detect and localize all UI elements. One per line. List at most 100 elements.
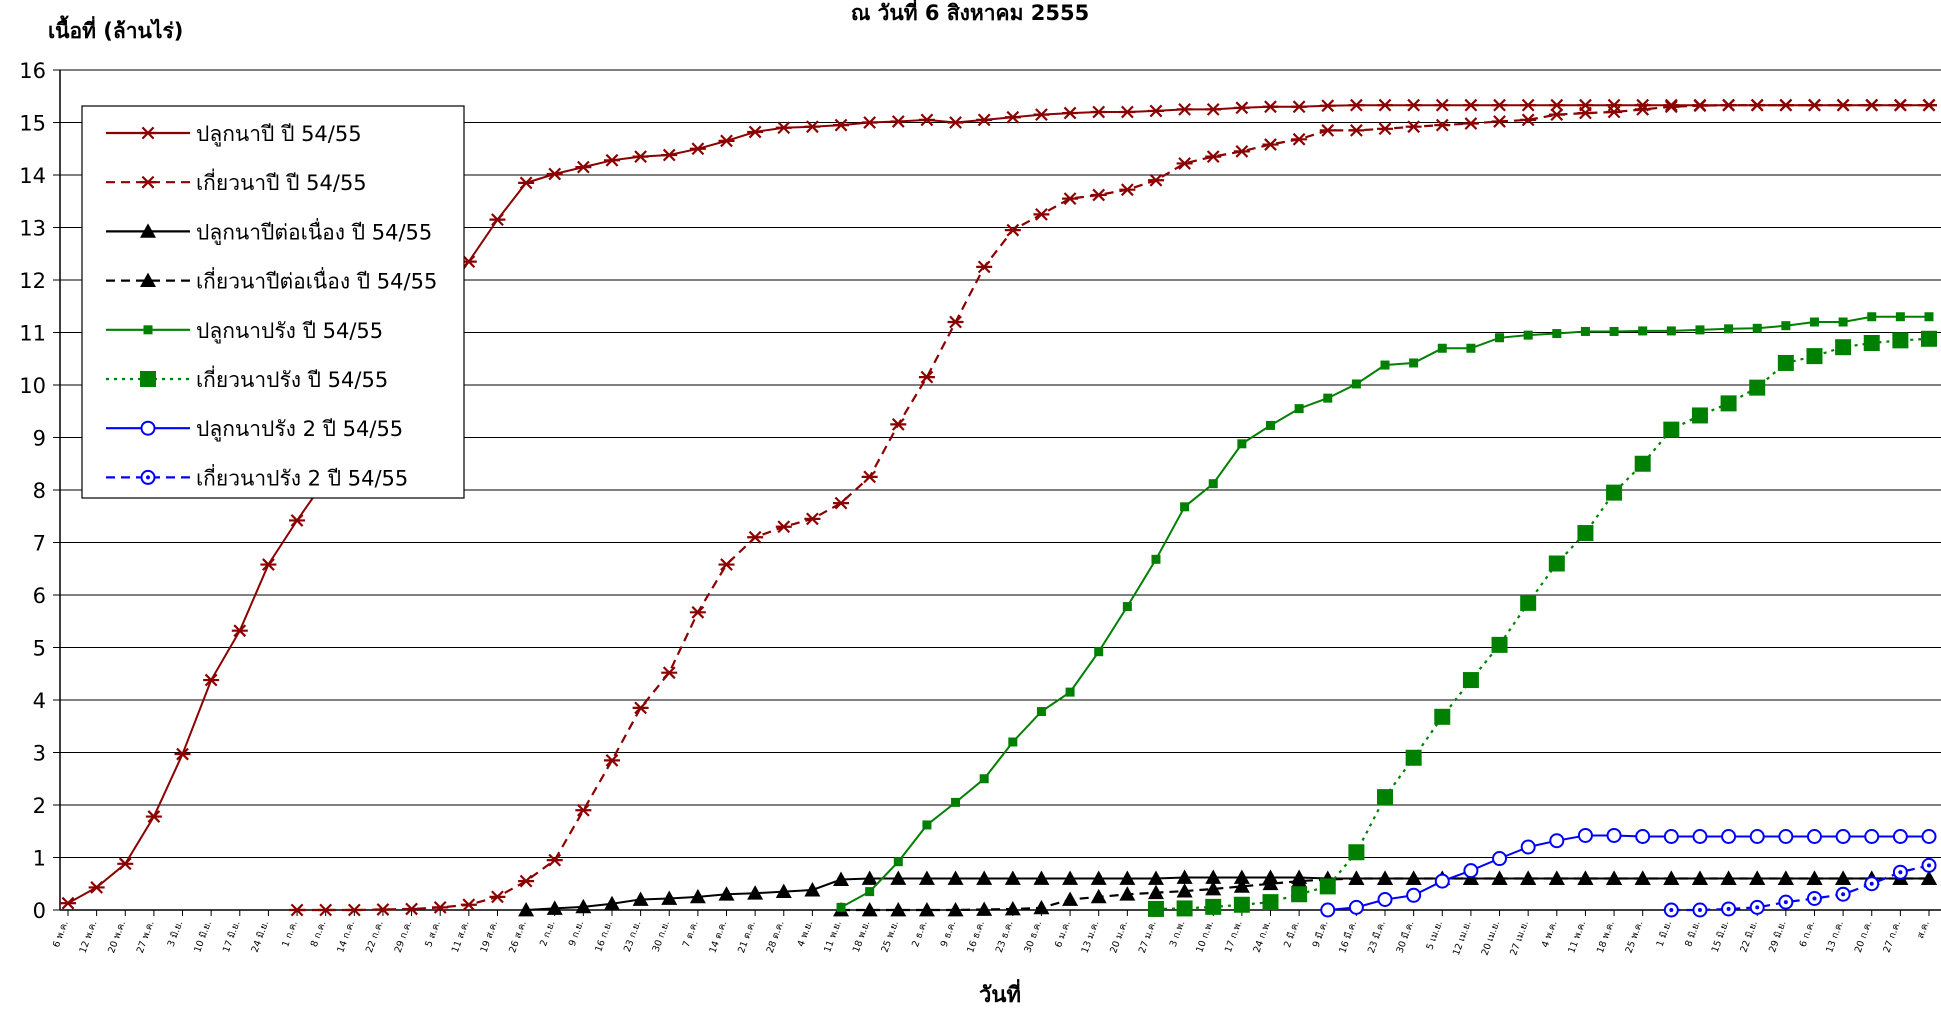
data-point <box>1921 98 1937 112</box>
data-point <box>1180 502 1190 512</box>
data-point <box>174 747 191 761</box>
data-point <box>1552 329 1562 339</box>
data-point <box>1663 100 1680 114</box>
x-tick-label: 25 พ.ค. <box>1624 919 1646 954</box>
data-point <box>1781 321 1791 331</box>
data-point <box>1809 317 1819 327</box>
data-point <box>1147 104 1164 118</box>
data-point <box>1265 420 1275 430</box>
data-point <box>1319 99 1336 113</box>
data-point <box>947 870 964 885</box>
data-point <box>1720 870 1737 885</box>
data-point <box>518 176 535 190</box>
data-point <box>861 870 878 885</box>
data-point <box>1463 863 1479 879</box>
x-tick-label: 20 พ.ค. <box>106 919 128 954</box>
data-point <box>1606 870 1623 885</box>
x-tick-label: 10 ก.พ. <box>1194 919 1216 954</box>
data-point <box>1580 326 1590 336</box>
data-point <box>1777 870 1794 885</box>
data-point <box>718 134 735 148</box>
x-tick-label: 2 ธ.ค. <box>910 919 930 948</box>
data-point <box>1806 890 1822 906</box>
data-point <box>1119 870 1136 885</box>
series-line <box>1155 337 1930 911</box>
data-point <box>747 885 764 900</box>
chart-title: ณ วันที่ 6 สิงหาคม 2555 <box>851 0 1089 25</box>
data-point <box>140 223 156 238</box>
data-point <box>1638 326 1648 336</box>
data-point <box>890 115 907 128</box>
data-point <box>1262 894 1279 911</box>
data-point <box>1348 123 1365 137</box>
x-tick-label: 11 ส.ค. <box>450 919 472 954</box>
data-point <box>861 902 878 917</box>
data-point <box>689 605 706 619</box>
data-point <box>1921 870 1937 885</box>
series-5 <box>836 312 1934 912</box>
x-tick-label: 23 ก.ย. <box>622 919 643 953</box>
x-tick-label: 7 ต.ค. <box>681 919 701 949</box>
data-point <box>140 469 156 485</box>
data-point <box>1291 132 1308 146</box>
data-point <box>632 701 649 715</box>
x-tick-label: 22 ก.ค. <box>364 919 386 954</box>
data-point <box>140 272 156 287</box>
data-point <box>1577 525 1594 542</box>
series-6 <box>1147 330 1937 917</box>
data-point <box>1033 870 1050 885</box>
y-tick-label: 7 <box>33 532 46 556</box>
x-tick-label: 1 มิ.ย. <box>1655 919 1675 948</box>
x-tick-label: 1 ก.ค. <box>280 919 300 948</box>
data-point <box>1004 110 1021 124</box>
data-point <box>1892 332 1909 349</box>
x-tick-label: 13 ก.ค. <box>1824 919 1846 954</box>
data-point <box>1262 138 1279 151</box>
data-point <box>1348 870 1365 885</box>
data-point <box>1065 687 1075 697</box>
data-point <box>1233 878 1250 893</box>
x-tick-label: 28 ต.ค. <box>765 919 787 954</box>
y-tick-label: 1 <box>33 847 46 871</box>
data-point <box>890 417 907 431</box>
x-tick-label: 9 มี.ค. <box>1310 919 1331 949</box>
data-point <box>1437 343 1447 353</box>
data-point <box>1119 105 1136 119</box>
data-point <box>203 673 220 687</box>
data-point <box>1606 484 1623 501</box>
data-point <box>947 315 964 329</box>
x-tick-label: 13 ม.ค. <box>1080 919 1102 954</box>
data-point <box>231 624 248 638</box>
data-point <box>603 153 620 167</box>
data-point <box>1237 439 1247 449</box>
data-point <box>1749 829 1765 844</box>
data-point <box>890 870 907 885</box>
data-point <box>1520 594 1537 611</box>
data-point <box>1778 829 1794 844</box>
data-point <box>1004 870 1021 885</box>
data-point <box>1634 870 1651 885</box>
x-tick-label: 16 มี.ค. <box>1336 919 1359 955</box>
y-tick-label: 16 <box>19 59 46 83</box>
x-tick-label: 20 เม.ย. <box>1480 919 1503 957</box>
data-point <box>1892 829 1908 844</box>
data-point <box>1924 312 1934 322</box>
data-point <box>1380 360 1390 370</box>
data-point <box>1520 98 1537 112</box>
data-point <box>947 116 964 129</box>
data-point <box>1434 118 1451 132</box>
data-point <box>976 901 993 916</box>
data-point <box>1577 98 1594 112</box>
x-tick-label: 5 ส.ค. <box>423 919 443 948</box>
data-point <box>1835 98 1852 112</box>
data-point <box>289 903 306 917</box>
series-8 <box>1663 857 1937 918</box>
data-point <box>546 167 563 181</box>
data-point <box>1492 851 1508 867</box>
series-line <box>1671 864 1930 912</box>
data-point <box>1778 894 1794 910</box>
y-tick-label: 11 <box>19 322 46 346</box>
data-point <box>460 898 477 912</box>
x-tick-label: 30 ก.ย. <box>651 919 672 953</box>
